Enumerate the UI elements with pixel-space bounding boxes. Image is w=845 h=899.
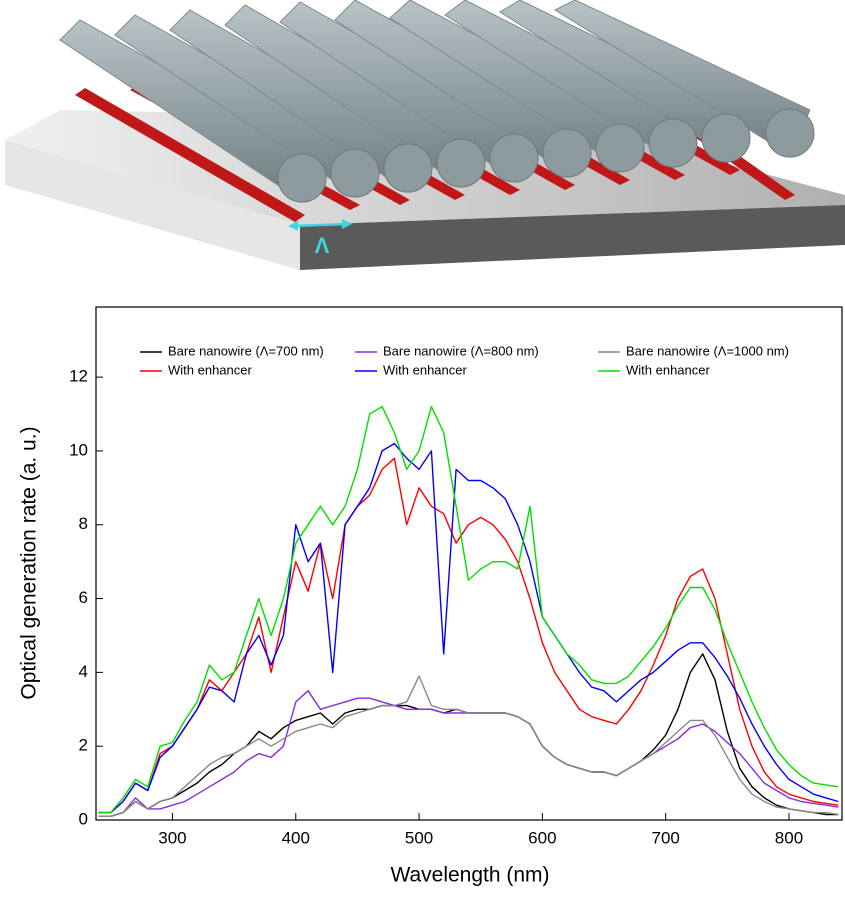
y-axis-label: Optical generation rate (a. u.) [18, 426, 41, 699]
y-tick-label: 10 [69, 440, 88, 459]
x-tick-label: 400 [282, 828, 310, 847]
x-tick-label: 700 [651, 828, 679, 847]
plot-frame [95, 306, 843, 821]
y-tick-label: 2 [79, 736, 88, 755]
chart: Wavelength (nm) Optical generation rate … [18, 306, 843, 887]
series-line [98, 457, 839, 814]
y-tick-label: 4 [79, 662, 88, 681]
x-tick-label: 600 [528, 828, 556, 847]
series-line [98, 653, 839, 817]
series-line [98, 690, 839, 817]
y-tick-label: 0 [79, 809, 88, 828]
legend-label: With enhancer [626, 362, 710, 377]
y-tick-label: 8 [79, 514, 88, 533]
x-tick-label: 300 [158, 828, 186, 847]
series-line [98, 675, 839, 817]
x-tick-label: 800 [775, 828, 803, 847]
series-line [98, 405, 839, 814]
y-tick-label: 6 [79, 588, 88, 607]
period-label: Λ [315, 233, 330, 258]
legend-label: Bare nanowire (Λ=700 nm) [168, 343, 324, 358]
x-tick-label: 500 [405, 828, 433, 847]
x-axis-label: Wavelength (nm) [390, 864, 549, 887]
illustration: Λ [5, 0, 845, 270]
series-line [98, 442, 839, 814]
legend-label: Bare nanowire (Λ=1000 nm) [626, 343, 789, 358]
y-tick-label: 12 [69, 367, 88, 386]
legend-label: With enhancer [383, 362, 467, 377]
legend-label: With enhancer [168, 362, 252, 377]
legend-label: Bare nanowire (Λ=800 nm) [383, 343, 539, 358]
